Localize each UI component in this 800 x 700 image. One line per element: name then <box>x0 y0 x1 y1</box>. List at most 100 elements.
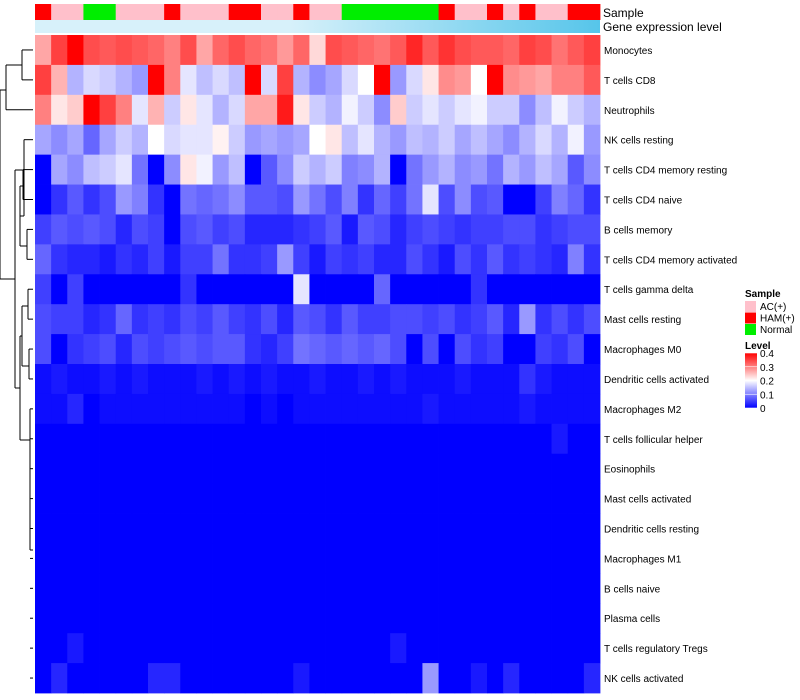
heatmap-cell <box>470 543 488 574</box>
heatmap-cell <box>374 124 391 156</box>
heatmap-cell <box>212 334 230 365</box>
heatmap-cell <box>341 244 359 275</box>
heatmap-cell <box>325 513 343 544</box>
heatmap-cell <box>131 214 149 245</box>
heatmap-cell <box>454 94 472 126</box>
heatmap-cell <box>325 184 343 215</box>
heatmap-cell <box>583 124 601 156</box>
sample-cell <box>583 4 601 20</box>
sample-legend-swatch <box>745 312 756 324</box>
heatmap-cell <box>583 334 601 365</box>
heatmap-cell <box>261 423 278 455</box>
heatmap-cell <box>51 64 68 96</box>
heatmap-cell <box>83 274 100 305</box>
heatmap-cell <box>519 633 536 664</box>
heatmap-cell <box>309 244 326 275</box>
heatmap-cell <box>164 543 181 574</box>
heatmap-cell <box>180 663 197 694</box>
heatmap-cell <box>487 304 504 335</box>
sample-cell <box>148 4 165 20</box>
heatmap-cell <box>519 663 536 694</box>
heatmap-cell <box>406 64 423 96</box>
heatmap-cell <box>487 633 504 664</box>
heatmap-cell <box>148 94 165 126</box>
heatmap-cell <box>148 304 165 335</box>
sample-cell <box>180 4 197 20</box>
heatmap-cell <box>551 64 569 96</box>
heatmap-cell <box>309 124 326 156</box>
heatmap-cell <box>567 513 585 544</box>
heatmap-cell <box>164 483 181 514</box>
heatmap-cell <box>115 35 133 66</box>
heatmap-cell <box>67 334 84 365</box>
heatmap-cell <box>228 513 246 544</box>
heatmap-cell <box>309 154 326 185</box>
heatmap-cell <box>51 304 68 335</box>
heatmap-cell <box>487 274 504 305</box>
sample-cell <box>454 4 472 20</box>
heatmap-cell <box>406 633 423 664</box>
heatmap-cell <box>357 603 375 634</box>
heatmap-cell <box>228 453 246 485</box>
heatmap-cell <box>148 513 165 544</box>
heatmap-cell <box>519 244 536 275</box>
heatmap-cell <box>438 94 456 126</box>
heatmap-cell <box>293 423 310 455</box>
heatmap-cell <box>503 633 520 664</box>
heatmap-cell <box>438 483 456 514</box>
sample-legend-swatch <box>745 324 756 335</box>
heatmap-cell <box>503 663 520 694</box>
heatmap-cell <box>293 154 310 185</box>
sample-cell <box>67 4 84 20</box>
heatmap-cell <box>487 94 504 126</box>
heatmap-cell <box>131 364 149 395</box>
heatmap-cell <box>277 154 294 185</box>
heatmap-cell <box>244 334 262 365</box>
heatmap-cell <box>309 364 326 395</box>
row-label: T cells CD4 naive <box>604 196 683 207</box>
heatmap-cell <box>35 154 52 185</box>
heatmap-cell <box>583 214 601 245</box>
heatmap-cell <box>293 603 310 634</box>
heatmap-cell <box>551 633 569 664</box>
heatmap-cell <box>83 663 100 694</box>
heatmap-cell <box>390 35 407 66</box>
heatmap-cell <box>325 573 343 604</box>
heatmap-cell <box>535 573 552 604</box>
heatmap-cell <box>583 184 601 215</box>
heatmap-cell <box>325 603 343 634</box>
heatmap-cell <box>180 573 197 604</box>
heatmap-cell <box>470 423 488 455</box>
heatmap-cell <box>244 513 262 544</box>
heatmap-cell <box>535 603 552 634</box>
heatmap-cell <box>196 214 213 245</box>
heatmap-cell <box>519 274 536 305</box>
heatmap-cell <box>470 334 488 365</box>
heatmap-cell <box>99 453 117 485</box>
heatmap-cell <box>470 214 488 245</box>
heatmap-cell <box>551 334 569 365</box>
heatmap-cell <box>503 274 520 305</box>
heatmap-cell <box>374 244 391 275</box>
heatmap-cell <box>357 214 375 245</box>
heatmap-cell <box>309 423 326 455</box>
heatmap-cell <box>115 483 133 514</box>
heatmap-cell <box>535 423 552 455</box>
heatmap-cell <box>503 483 520 514</box>
heatmap-cell <box>374 364 391 395</box>
heatmap-cell <box>115 214 133 245</box>
heatmap-cell <box>35 124 52 156</box>
heatmap-cell <box>583 573 601 604</box>
heatmap-cell <box>583 94 601 126</box>
heatmap-cell <box>583 35 601 66</box>
heatmap-cell <box>390 483 407 514</box>
heatmap-cell <box>35 663 52 694</box>
heatmap-cell <box>261 483 278 514</box>
heatmap-cell <box>51 274 68 305</box>
heatmap-cell <box>422 543 439 574</box>
heatmap-cell <box>83 184 100 215</box>
heatmap-cell <box>180 154 197 185</box>
sample-cell <box>83 4 100 20</box>
heatmap-cell <box>406 603 423 634</box>
heatmap-cell <box>293 453 310 485</box>
